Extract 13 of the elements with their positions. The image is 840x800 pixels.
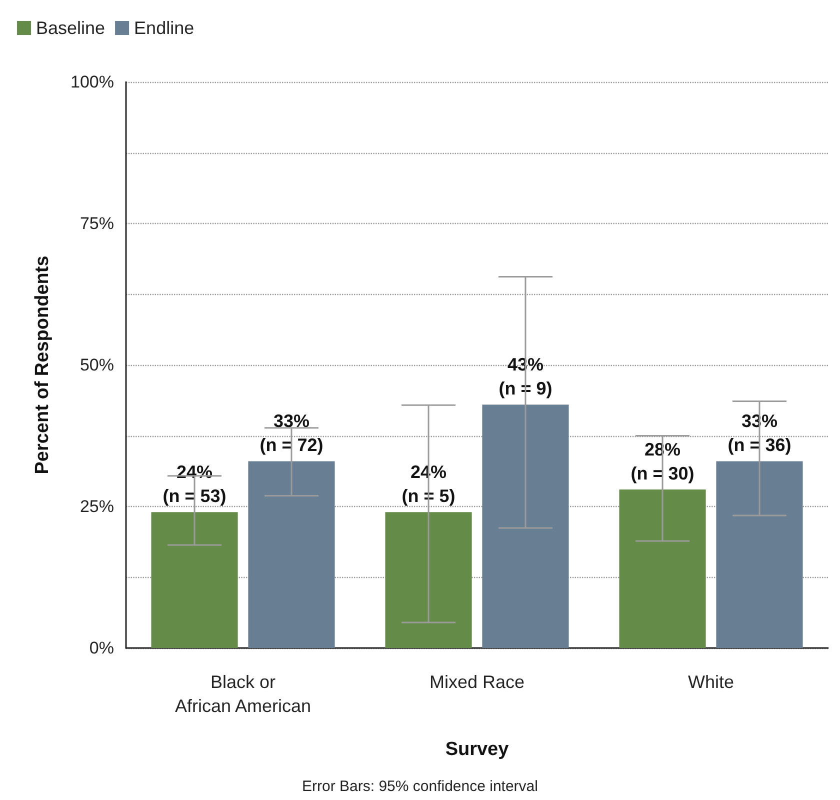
x-tick-label: Black or African American	[174, 672, 312, 716]
x-axis-title: Survey	[445, 739, 510, 760]
legend-label: Baseline	[36, 18, 106, 38]
legend-label: Endline	[134, 18, 194, 38]
y-axis-title: Percent of Respondents	[32, 256, 53, 474]
y-tick-label: 25%	[80, 497, 114, 516]
y-tick-label: 75%	[80, 214, 114, 233]
y-tick-label: 0%	[89, 638, 114, 658]
x-tick-label: White	[688, 672, 734, 692]
y-tick-label: 100%	[70, 72, 114, 92]
x-tick-label: Mixed Race	[429, 672, 525, 692]
text: Error Bars: 95% confidence interval	[302, 778, 538, 795]
y-tick-label: 50%	[80, 356, 114, 374]
